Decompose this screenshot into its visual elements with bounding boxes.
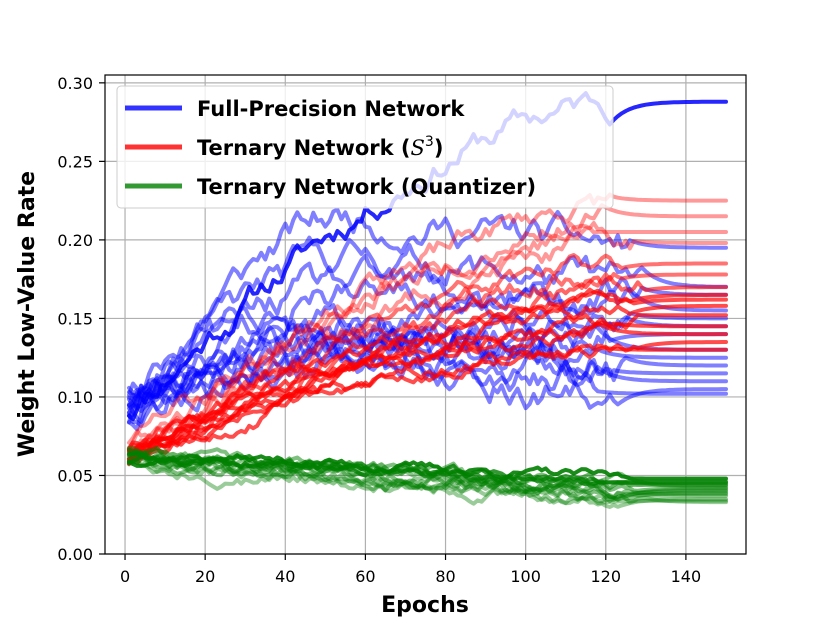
series-line-0-1 [127,207,728,411]
y-tick-label: 0.20 [57,231,93,250]
legend: Full-Precision Network Ternary Network (S… [116,85,614,209]
series-line-0-2 [127,235,728,425]
series-line-2-4 [127,457,728,489]
series-line-2-6 [127,447,728,502]
y-tick-label: 0.30 [57,74,93,93]
series-line-0-11 [127,324,728,408]
series-line-0-13 [127,329,728,410]
y-tick-label: 0.25 [57,152,93,171]
series-line-1-14 [127,345,728,454]
axis-ticks: 0 20 40 60 80 100 120 140 0.00 0.05 0.10 0.15 0.20 0.… [57,74,701,586]
x-axis-title: Epochs [381,593,469,618]
x-tick-label: 60 [355,567,375,586]
y-axis-title: Weight Low-Value Rate [15,171,40,457]
x-tick-label: 20 [195,567,215,586]
y-tick-label: 0.10 [57,388,93,407]
legend-label: Ternary Network (Quantizer) [197,175,536,199]
series-lines [127,91,728,509]
x-tick-label: 0 [120,567,130,586]
series-line-2-8 [127,445,728,502]
series-line-2-12 [127,452,728,505]
series-line-2-11 [127,459,728,509]
series-line-1-3 [127,221,728,454]
y-tick-label: 0.15 [57,309,93,328]
legend-box [116,85,614,209]
series-line-2-10 [127,448,728,504]
series-line-2-9 [127,447,728,500]
series-line-0-6 [127,278,728,411]
series-line-2-13 [127,456,728,505]
y-tick-label: 0.05 [57,466,93,485]
x-tick-label: 80 [435,567,455,586]
legend-label: Full-Precision Network [197,97,465,121]
x-tick-label: 100 [510,567,541,586]
legend-label: Ternary Network (S3) [197,134,443,160]
x-tick-label: 140 [671,567,702,586]
series-line-1-0 [127,192,728,460]
series-line-1-2 [127,223,728,445]
plot-frame [104,74,747,555]
x-tick-label: 120 [591,567,622,586]
series-line-2-7 [127,450,728,504]
series-line-1-1 [127,203,728,451]
x-tick-label: 40 [275,567,295,586]
y-tick-label: 0.00 [57,545,93,564]
series-line-1-10 [127,312,728,455]
